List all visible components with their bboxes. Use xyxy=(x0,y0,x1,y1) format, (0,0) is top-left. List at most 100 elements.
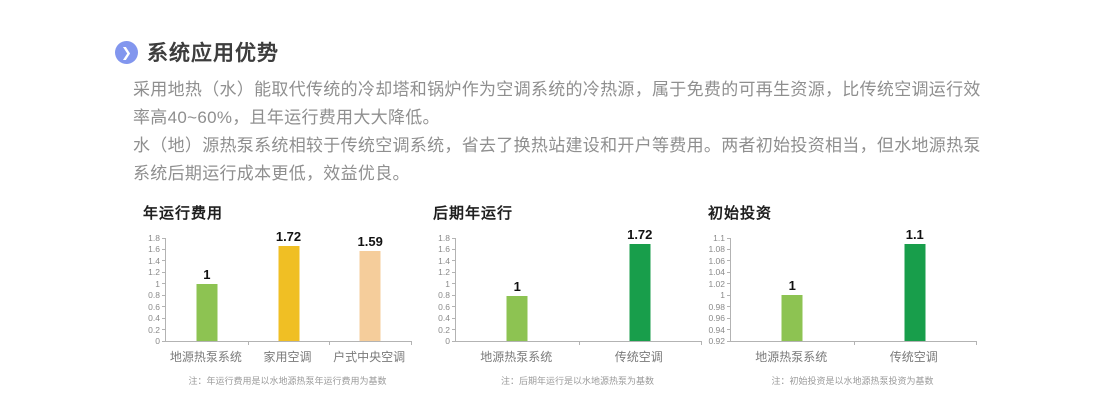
x-tick-mark xyxy=(329,341,331,345)
y-tick-label: 0.92 xyxy=(708,336,725,346)
bar xyxy=(359,251,381,341)
chart-title: 初始投资 xyxy=(708,205,773,222)
y-tick: 0 xyxy=(155,336,166,346)
y-tick-label: 0.98 xyxy=(708,301,725,312)
y-tick: 1.04 xyxy=(708,267,731,278)
y-tick: 0.92 xyxy=(708,336,731,346)
y-tick: 0.8 xyxy=(148,290,166,301)
y-tick-mark xyxy=(162,283,166,285)
plot-area: 1.1 1.08 1.06 1.04 1.02 1 0.98 0.96 0.94 0.92 1 1.1 xyxy=(708,228,977,346)
y-tick-mark xyxy=(162,237,166,239)
y-tick: 1.2 xyxy=(148,267,166,278)
y-tick: 0.2 xyxy=(438,325,456,335)
y-tick-mark xyxy=(452,271,456,273)
y-tick: 1.1 xyxy=(713,233,731,243)
y-tick: 0 xyxy=(445,336,456,346)
chart-title: 后期年运行 xyxy=(433,205,514,222)
y-tick: 1.08 xyxy=(708,244,731,254)
y-tick-mark xyxy=(727,283,731,285)
bar xyxy=(278,246,299,341)
y-tick-mark xyxy=(452,329,456,331)
y-tick-label: 0.8 xyxy=(148,290,160,301)
y-tick-label: 1 xyxy=(155,278,160,289)
y-tick-mark xyxy=(727,294,731,296)
y-tick: 1.2 xyxy=(438,267,456,277)
x-tick-mark xyxy=(247,341,249,345)
y-tick: 1 xyxy=(445,278,456,289)
y-tick: 1.4 xyxy=(148,256,166,266)
y-tick: 1 xyxy=(155,278,166,289)
chart-initial-investment: 初始投资 1.1 1.08 1.06 1.04 1.02 1 0.98 0.96 0.94 0.92… xyxy=(700,200,980,387)
y-tick-label: 0.6 xyxy=(148,301,160,312)
category-labels: 地源热泵系统 家用空调 户式中央空调 xyxy=(165,348,410,365)
y-tick: 1.6 xyxy=(438,244,456,255)
y-tick-mark xyxy=(162,294,166,296)
x-tick-mark xyxy=(976,341,977,345)
y-tick-mark xyxy=(162,329,166,331)
y-tick-mark xyxy=(162,340,166,342)
y-tick-label: 1.06 xyxy=(708,255,725,266)
category-label: 地源热泵系统 xyxy=(169,350,242,364)
y-tick: 1.06 xyxy=(708,255,731,266)
x-tick-mark xyxy=(853,341,855,345)
chart-footnote: 注：初始投资是以水地源热泵投资为基数 xyxy=(771,376,934,386)
bar-value-label: 1.59 xyxy=(357,234,383,250)
y-tick-mark xyxy=(162,248,166,250)
y-tick: 1.02 xyxy=(708,279,731,289)
intro-paragraph-1: 采用地热（水）能取代传统的冷却塔和锅炉作为空调系统的冷热源，属于免费的可再生资源… xyxy=(133,80,981,127)
y-tick-mark xyxy=(162,306,166,308)
y-tick: 0.6 xyxy=(148,301,166,312)
y-tick-label: 1.04 xyxy=(708,267,725,278)
y-tick-mark xyxy=(452,317,456,319)
y-tick-mark xyxy=(452,237,456,239)
intro-paragraph-2: 水（地）源热泵系统相较于传统空调系统，省去了换热站建设和开户等费用。两者初始投资… xyxy=(133,136,981,183)
chevron-right-icon: ❯ xyxy=(115,40,138,64)
category-labels: 地源热泵系统 传统空调 xyxy=(730,348,975,365)
bar xyxy=(506,296,528,341)
chart-later-annual-operation: 后期年运行 1.8 1.6 1.4 1.2 1 0.8 0.6 0.4 0.2 0 1 1.72 地源热泵… xyxy=(425,200,705,387)
y-tick: 0.2 xyxy=(148,324,166,335)
y-tick-label: 0.8 xyxy=(438,290,450,301)
x-tick-mark xyxy=(411,341,412,345)
y-tick: 0.96 xyxy=(708,313,731,323)
bar-value-label: 1.1 xyxy=(905,226,924,242)
y-tick-label: 0.2 xyxy=(148,324,160,335)
y-tick-label: 0.4 xyxy=(148,313,160,324)
chart-title: 年运行费用 xyxy=(143,205,224,222)
y-tick-mark xyxy=(727,306,731,308)
y-tick-mark xyxy=(452,306,456,308)
bar-value-label: 1.72 xyxy=(275,229,302,245)
y-tick: 1.8 xyxy=(148,233,166,243)
y-tick-mark xyxy=(727,317,731,319)
y-tick-mark xyxy=(452,340,456,342)
y-tick-mark xyxy=(162,260,166,262)
y-tick-label: 0.6 xyxy=(438,301,450,312)
bar-value-label: 1.72 xyxy=(627,226,653,242)
category-label: 地源热泵系统 xyxy=(755,350,828,364)
y-tick-mark xyxy=(162,271,166,273)
y-tick: 0.8 xyxy=(438,290,456,301)
y-tick-label: 1 xyxy=(720,290,725,301)
y-tick-label: 1.6 xyxy=(438,244,450,255)
plot-area: 1.8 1.6 1.4 1.2 1 0.8 0.6 0.4 0.2 0 1 1.72 1.59 xyxy=(148,230,412,346)
bar-value-label: 1 xyxy=(788,278,796,294)
y-tick-label: 1.8 xyxy=(148,233,160,243)
category-label: 户式中央空调 xyxy=(333,350,406,364)
y-tick-label: 1.8 xyxy=(438,233,450,243)
y-tick-mark xyxy=(452,294,456,296)
y-tick-label: 0 xyxy=(445,336,450,346)
y-tick-mark xyxy=(727,271,731,273)
y-tick-mark xyxy=(452,248,456,250)
section-title: 系统应用优势 xyxy=(147,42,279,65)
y-tick: 1.8 xyxy=(438,233,456,243)
y-tick-label: 0.94 xyxy=(708,324,725,335)
y-tick-label: 1.2 xyxy=(148,267,160,278)
y-tick-label: 0 xyxy=(155,336,160,346)
y-tick-label: 0.4 xyxy=(438,313,450,324)
bar-value-label: 1 xyxy=(513,279,521,295)
y-tick-label: 1 xyxy=(445,278,450,289)
category-label: 家用空调 xyxy=(263,350,312,364)
y-tick-label: 1.1 xyxy=(713,233,725,243)
bar xyxy=(629,243,651,341)
